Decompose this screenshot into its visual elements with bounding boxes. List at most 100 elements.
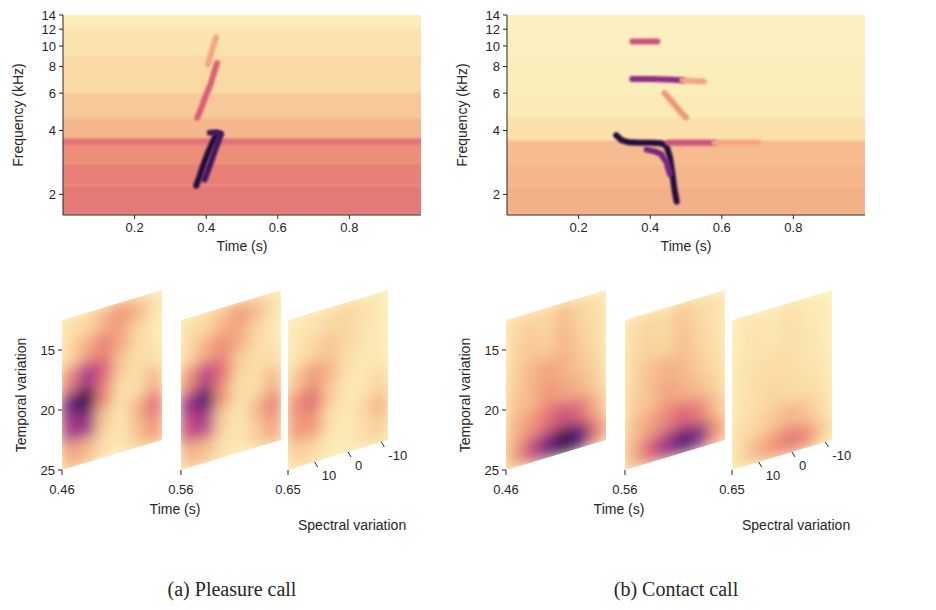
x-tick [277,215,278,219]
y-axis-line [63,15,64,215]
y-tick-label: 4 [493,123,500,138]
y-tick [58,470,62,471]
x-tick [62,470,63,475]
noise-band [507,118,865,141]
y-tick [503,93,507,94]
z-axis-title: Spectral variation [742,517,850,533]
noise-band [507,56,865,93]
x-tick [732,470,733,475]
cell [799,420,816,450]
call-contour [632,79,682,80]
x-tick-label: 0.46 [49,482,74,497]
y-tick-label: 20 [41,403,55,418]
x-tick [288,470,289,475]
y-tick-label: 25 [41,463,55,478]
noise-band [507,186,865,215]
x-tick-label: 0.8 [784,220,802,235]
slice [288,290,388,470]
slice [732,290,832,470]
x-tick-label: 0.6 [713,220,731,235]
slice-cells [288,290,388,470]
noise-band [63,186,421,215]
x-axis-title: Time (s) [661,238,712,254]
y-tick-label: 8 [493,59,500,74]
cell [355,420,372,450]
cell [305,435,322,465]
noise-band [507,29,865,56]
call-contour [210,133,221,134]
noise-bands [507,15,865,215]
y-tick [503,130,507,131]
x-tick-label: 0.4 [197,220,215,235]
x-tick [206,215,207,219]
cell [675,425,692,455]
cell [371,415,388,445]
cell [198,435,215,465]
slice [62,290,162,470]
x-tick [349,215,350,219]
y-tick-label: 10 [42,39,56,54]
x-tick [180,470,181,475]
z-tick-label: -10 [832,448,851,463]
z-tick-label: -10 [388,448,407,463]
slice-cells [625,290,725,470]
x-axis-line [507,215,865,216]
cell [642,435,659,465]
y-tick-label: 14 [42,8,56,23]
y-tick-label: 6 [493,86,500,101]
z-tick [315,462,318,467]
y-tick [59,130,63,131]
y-tick [503,46,507,47]
cell [765,430,782,460]
cell [264,415,281,445]
noise-band [507,140,865,163]
x-tick-label: 0.8 [340,220,358,235]
cell [815,415,832,445]
slice [181,290,281,470]
noise-band [63,163,421,185]
slice-background [181,290,281,470]
cell [231,425,248,455]
x-tick [134,215,135,219]
slice-background [62,290,162,470]
figure: 0.20.40.60.82468101214Time (s)Frequency … [0,0,936,610]
y-tick-label: 4 [49,123,56,138]
x-tick-label: 0.56 [612,482,637,497]
z-tick [348,452,351,457]
call-contour [715,140,758,146]
z-tick [381,442,384,447]
y-tick-label: 2 [49,187,56,202]
cell [749,435,766,465]
x-axis-title: Time (s) [150,501,201,517]
y-axis-line [507,15,508,215]
y-tick [59,29,63,30]
y-tick-label: 12 [42,22,56,37]
cell [589,415,606,445]
x-tick [624,470,625,475]
noise-band [507,15,865,29]
cell [181,440,198,470]
cell [556,425,573,455]
caption: (b) Contact call [614,578,739,601]
slice-cells [62,290,162,470]
y-tick-label: 25 [485,463,499,478]
y-tick-label: 15 [41,343,55,358]
cell [708,415,725,445]
call-contour [668,140,715,146]
x-tick [721,215,722,219]
call-contour [208,37,216,64]
noise-band [63,15,421,29]
cell [625,440,642,470]
cell [658,430,675,460]
slice [506,290,606,470]
x-tick [578,215,579,219]
noise-band [63,118,421,141]
x-axis-line [63,215,421,216]
page: {"chart_data": [ {"type": "spectrogram",… [0,0,936,610]
slice-cells [181,290,281,470]
x-tick-label: 0.4 [641,220,659,235]
y-tick [59,194,63,195]
y-tick [59,66,63,67]
noise-band [507,163,865,185]
call-contour [63,139,421,145]
